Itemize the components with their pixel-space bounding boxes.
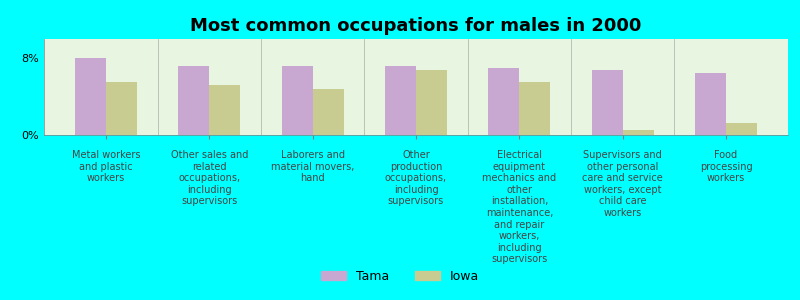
Bar: [210, 85, 240, 135]
Text: Laborers and
material movers,
hand: Laborers and material movers, hand: [271, 150, 354, 183]
Bar: [695, 73, 726, 135]
Text: Electrical
equipment
mechanics and
other
installation,
maintenance,
and repair
w: Electrical equipment mechanics and other…: [482, 150, 556, 264]
Bar: [282, 66, 313, 135]
Bar: [416, 70, 447, 135]
Bar: [726, 124, 757, 135]
Title: Most common occupations for males in 2000: Most common occupations for males in 200…: [190, 17, 642, 35]
Text: Food
processing
workers: Food processing workers: [700, 150, 752, 183]
Bar: [519, 82, 550, 135]
Text: Metal workers
and plastic
workers: Metal workers and plastic workers: [72, 150, 140, 183]
Bar: [488, 68, 519, 135]
Bar: [75, 58, 106, 135]
Bar: [622, 130, 654, 135]
Bar: [385, 66, 416, 135]
Text: Other sales and
related
occupations,
including
supervisors: Other sales and related occupations, inc…: [170, 150, 248, 206]
Bar: [592, 70, 622, 135]
Bar: [106, 82, 137, 135]
Legend: Tama, Iowa: Tama, Iowa: [316, 265, 484, 288]
Text: Other
production
occupations,
including
supervisors: Other production occupations, including …: [385, 150, 447, 206]
Bar: [313, 89, 344, 135]
Bar: [178, 66, 210, 135]
Text: Supervisors and
other personal
care and service
workers, except
child care
worke: Supervisors and other personal care and …: [582, 150, 663, 218]
